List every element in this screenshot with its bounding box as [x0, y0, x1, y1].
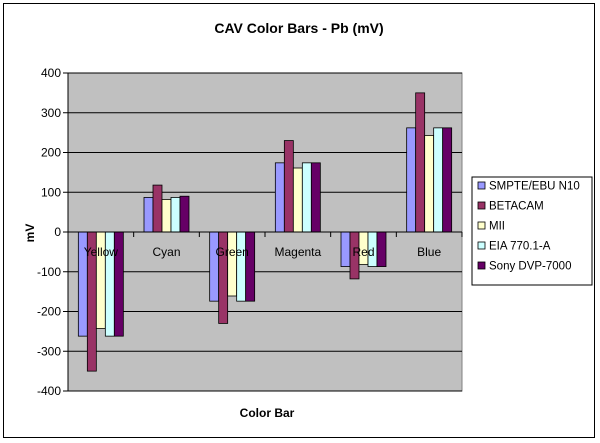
y-tick-label: -100: [37, 265, 61, 279]
bar: [415, 92, 426, 233]
bar: [161, 199, 172, 233]
legend-swatch: [477, 221, 486, 230]
legend-swatch: [477, 181, 486, 190]
x-tick-label: Cyan: [152, 245, 180, 259]
x-tick-label: Green: [215, 245, 248, 259]
legend-swatch: [477, 261, 486, 270]
bars: [77, 92, 453, 372]
bar: [227, 231, 238, 297]
x-tick-label: Magenta: [274, 245, 321, 259]
y-tick-label: 0: [54, 225, 61, 239]
legend: SMPTE/EBU N10 BETACAM MII EIA 770.1-A Sony D…: [471, 176, 593, 286]
bar: [301, 162, 312, 233]
y-tick-label: -300: [37, 344, 61, 358]
bar: [143, 197, 154, 233]
bar: [442, 127, 453, 233]
y-axis-title: mV: [23, 224, 37, 243]
legend-swatch: [477, 201, 486, 210]
y-tick-label: 200: [41, 146, 61, 160]
legend-swatch: [477, 241, 486, 250]
legend-label: SMPTE/EBU N10: [489, 181, 580, 193]
bar: [170, 197, 181, 233]
bar: [245, 231, 256, 302]
bar: [283, 140, 294, 233]
legend-box: [471, 176, 593, 286]
bar: [406, 127, 417, 233]
y-tick-label: -400: [37, 384, 61, 398]
legend-label: Sony DVP-7000: [489, 261, 571, 273]
bar: [292, 167, 303, 233]
bar: [433, 127, 444, 233]
bar: [310, 162, 321, 233]
x-axis-title: Color Bar: [240, 406, 295, 420]
bar: [209, 231, 220, 302]
bar: [179, 195, 190, 233]
legend-label: BETACAM: [489, 201, 544, 213]
legend-label: EIA 770.1-A: [489, 241, 551, 253]
chart-title: CAV Color Bars - Pb (mV): [214, 20, 383, 36]
y-tick-label: 100: [41, 185, 61, 199]
legend-label: MII: [489, 221, 505, 233]
y-tick-label: 400: [41, 66, 61, 80]
y-tick-label: -200: [37, 305, 61, 319]
x-tick-label: Red: [352, 245, 374, 259]
y-tick-label: 300: [41, 106, 61, 120]
bar: [274, 162, 285, 233]
bar: [340, 231, 351, 267]
bar: [152, 184, 163, 233]
bar: [236, 231, 247, 302]
axes: 400 300 200 100 0 -100 -200 -300 -400 Yellow Cyan G…: [37, 66, 463, 398]
x-tick-label: Yellow: [84, 245, 119, 259]
bar: [376, 231, 387, 267]
x-tick-label: Blue: [417, 245, 441, 259]
bar: [424, 135, 435, 233]
